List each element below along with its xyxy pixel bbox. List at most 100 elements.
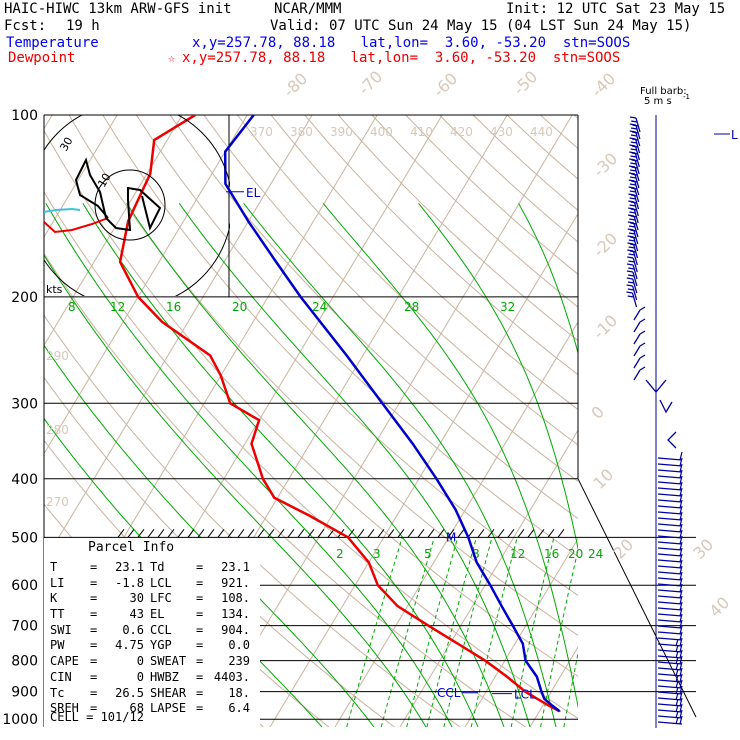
wind-barb [657,595,683,599]
wind-barb [657,571,683,575]
wind-barb [633,229,639,245]
moist-adiabat-line [44,254,427,727]
wind-barb [657,541,683,545]
wind-barb-feather [679,487,683,497]
pressure-tick-label: 400 [11,472,38,488]
wind-barb-feather [675,662,679,671]
isotherm-line [725,115,740,727]
hatch-mark [437,529,445,538]
wind-barb-feather [675,674,679,683]
wind-barb-feather [679,511,683,521]
wind-barb-feather [626,291,633,294]
wind-barb [657,523,683,527]
moist-adiabat-line [322,202,578,710]
fcst-hour: 19 h [66,18,100,34]
wind-barb [634,159,640,175]
dewpoint-point [524,690,527,693]
wind-barbs: Full barb:5 m s -1 L [626,86,738,728]
hatch-mark [137,529,145,538]
wind-barb-feather [629,176,637,179]
dry-adiabat-line [44,314,461,727]
wind-barb-feather [679,517,683,527]
isotherm-label: -30 [589,149,621,181]
wind-barb [632,285,638,301]
wind-barb-feather [629,123,636,126]
parcel-equals: = [90,701,98,716]
wind-barb [633,357,641,369]
wind-barb [632,243,639,259]
hatch-mark [547,529,555,538]
dewpoint-point [262,477,264,480]
wind-barb-feather [679,709,683,719]
temperature-point [381,402,384,405]
temperature-legend: Temperature [6,35,99,51]
wind-barb-feather [626,270,634,273]
parcel-param-value: 921. [221,575,250,590]
wind-barb [657,565,683,569]
wind-barb-feather [628,253,635,256]
wind-barb-feather [675,680,679,689]
hodograph-low-trace [44,207,81,213]
wind-barb [657,613,683,617]
wind-barb [657,499,683,503]
wind-barb-feather [629,144,636,147]
wind-barb-feather [679,697,683,707]
parcel-equals: = [90,654,98,669]
wind-barb-feather [679,505,683,515]
mixing-ratio-label: 2 [336,547,344,561]
moist-adiabat-line [82,203,479,727]
wind-barb-feather [629,158,636,161]
wind-barb-feather [679,559,683,569]
dewpoint-point [220,374,222,377]
wind-barb-feather [629,190,636,193]
parcel-param-value: 108. [221,591,250,606]
hatch-mark [517,529,525,538]
mixing-ratio-line [443,537,493,727]
temperature-point [475,561,478,564]
hatch-mark [527,529,535,538]
mixing-ratio-line [406,537,459,727]
wind-barb [634,180,640,196]
temperature-point [435,477,438,480]
wind-barb [657,469,683,473]
dry-adiabat-line [405,115,578,275]
mixing-ratio-label: 24 [312,300,327,314]
wind-barb-feather [679,499,683,509]
wind-barb-feather [628,193,635,196]
hatch-mark [347,529,355,538]
wind-barb-feather [628,165,636,168]
wind-barb-feather [679,481,683,491]
temperature-point [224,150,226,153]
parcel-param-name: PW [50,638,65,653]
plot-slant-border [577,478,697,718]
wind-barb-feather [679,655,683,665]
temperature-point [252,115,255,116]
parcel-info-panel: Parcel Info T = 23.1 Td = 23.1 LI = -1.8 LCL = 921.… [44,538,260,728]
wind-barb-feather [628,239,635,242]
mixing-ratio-label: 20 [232,300,247,314]
wind-barb-feather [679,643,683,653]
wind-barb [632,257,638,273]
dry-adiabat-line [169,115,578,520]
mixing-ratio-line [380,537,435,727]
wind-barb-feather [639,342,646,347]
isotherm-line [399,429,578,727]
wind-barb [657,457,683,461]
theta-label: 420 [450,125,473,139]
moist-adiabat-line [418,202,578,551]
wind-barb-feather [679,607,683,617]
parcel-param-value: 0 [136,669,144,684]
wind-barb-feather [679,601,683,611]
hatch-mark [157,529,165,538]
parcel-param-name: SREH [50,701,79,716]
dry-adiabat-line [472,115,578,211]
wind-barb [634,152,640,168]
parcel-param-value: 43 [129,607,144,622]
theta-label: 410 [410,125,433,139]
temperature-point [224,183,227,185]
wind-barb [633,187,640,203]
temperature-point [500,605,503,607]
